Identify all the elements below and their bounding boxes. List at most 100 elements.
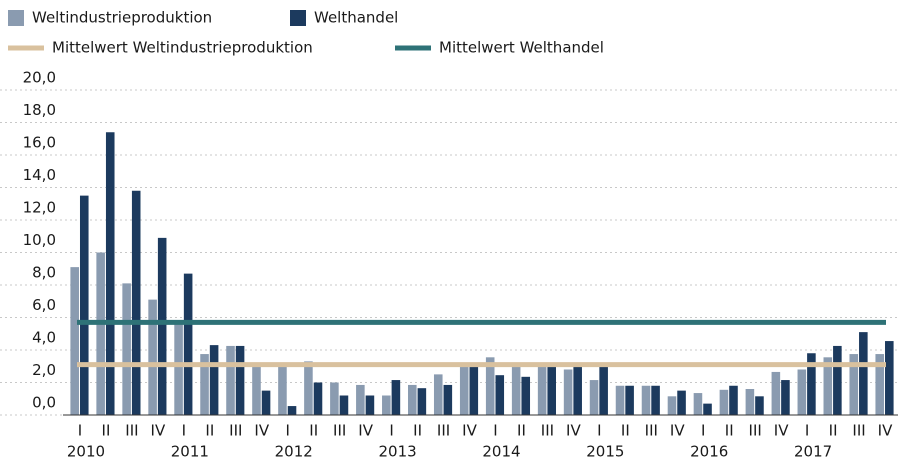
bar bbox=[521, 376, 531, 415]
bar bbox=[745, 389, 755, 415]
bar bbox=[79, 195, 89, 415]
bar bbox=[105, 132, 115, 415]
y-tick-label: 20,0 bbox=[23, 69, 56, 87]
bar bbox=[703, 403, 712, 415]
bar bbox=[563, 369, 573, 415]
x-tick-label: II bbox=[829, 422, 838, 440]
bar bbox=[443, 384, 453, 415]
x-tick-label: IV bbox=[878, 422, 893, 440]
y-tick-label: 14,0 bbox=[23, 166, 56, 184]
x-tick-label: IV bbox=[254, 422, 269, 440]
bar bbox=[859, 332, 868, 415]
bar bbox=[252, 366, 261, 415]
bar bbox=[131, 190, 141, 415]
bar bbox=[96, 252, 105, 415]
x-tick-label: IV bbox=[566, 422, 581, 440]
bar bbox=[573, 366, 582, 415]
x-tick-label: I bbox=[597, 422, 601, 440]
legend-label: Mittelwert Weltindustrieproduktion bbox=[52, 39, 313, 57]
bar bbox=[641, 385, 651, 415]
bar bbox=[157, 237, 167, 415]
x-tick-label: I bbox=[805, 422, 809, 440]
x-tick-label: I bbox=[78, 422, 82, 440]
x-tick-label: II bbox=[205, 422, 214, 440]
bar bbox=[330, 382, 339, 415]
bar bbox=[495, 375, 505, 415]
y-tick-label: 4,0 bbox=[32, 329, 56, 347]
bar bbox=[226, 345, 235, 415]
bar bbox=[537, 366, 547, 415]
bar bbox=[547, 366, 556, 415]
bar bbox=[122, 283, 131, 415]
x-tick-label: II bbox=[309, 422, 318, 440]
x-tick-label: III bbox=[229, 422, 242, 440]
y-tick-label: 10,0 bbox=[23, 231, 56, 249]
bar bbox=[200, 354, 209, 415]
y-tick-label: 8,0 bbox=[32, 264, 56, 282]
x-tick-label: I bbox=[182, 422, 186, 440]
bar bbox=[755, 396, 764, 415]
year-label: 2012 bbox=[275, 443, 313, 461]
bar bbox=[807, 353, 816, 415]
y-tick-label: 6,0 bbox=[32, 296, 56, 314]
x-tick-label: IV bbox=[358, 422, 373, 440]
legend-label: Weltindustrieproduktion bbox=[32, 9, 212, 27]
bar bbox=[729, 385, 738, 415]
bar bbox=[339, 395, 349, 415]
x-tick-label: III bbox=[437, 422, 450, 440]
bar bbox=[615, 385, 625, 415]
bar bbox=[356, 384, 365, 415]
bar bbox=[235, 345, 245, 415]
bar bbox=[408, 384, 417, 415]
bar bbox=[771, 371, 781, 415]
x-tick-label: I bbox=[493, 422, 497, 440]
year-label: 2017 bbox=[794, 443, 832, 461]
x-tick-label: II bbox=[621, 422, 630, 440]
bar bbox=[797, 369, 807, 415]
bar bbox=[459, 366, 469, 415]
x-tick-label: IV bbox=[151, 422, 166, 440]
bar bbox=[304, 361, 313, 415]
year-label: 2015 bbox=[586, 443, 624, 461]
x-tick-label: I bbox=[389, 422, 393, 440]
x-tick-label: II bbox=[725, 422, 734, 440]
bar bbox=[485, 357, 495, 415]
year-label: 2011 bbox=[171, 443, 209, 461]
bar bbox=[589, 380, 599, 415]
x-tick-label: III bbox=[333, 422, 346, 440]
x-tick-label: III bbox=[125, 422, 138, 440]
y-tick-label: 18,0 bbox=[23, 101, 56, 119]
y-tick-label: 16,0 bbox=[23, 134, 56, 152]
bar bbox=[391, 380, 401, 415]
x-tick-label: I bbox=[286, 422, 290, 440]
bar bbox=[261, 390, 271, 415]
y-tick-label: 0,0 bbox=[32, 394, 56, 412]
legend-label: Welthandel bbox=[314, 9, 398, 27]
x-tick-label: III bbox=[645, 422, 658, 440]
bar bbox=[849, 354, 859, 415]
x-tick-label: II bbox=[413, 422, 422, 440]
bar bbox=[599, 366, 608, 415]
year-label: 2010 bbox=[67, 443, 105, 461]
x-tick-label: II bbox=[517, 422, 526, 440]
bar bbox=[433, 374, 443, 415]
bar bbox=[382, 395, 391, 415]
bar bbox=[287, 406, 297, 415]
bar bbox=[417, 388, 427, 415]
bar bbox=[885, 341, 894, 415]
x-tick-label: IV bbox=[670, 422, 685, 440]
x-tick-label: IV bbox=[774, 422, 789, 440]
x-tick-label: III bbox=[749, 422, 762, 440]
bar bbox=[667, 396, 677, 415]
bar bbox=[693, 393, 703, 415]
bar bbox=[625, 385, 634, 415]
bar bbox=[719, 389, 729, 415]
legend-swatch bbox=[8, 10, 24, 26]
bar bbox=[148, 299, 157, 415]
bar bbox=[365, 395, 375, 415]
x-tick-label: III bbox=[541, 422, 554, 440]
bar bbox=[183, 273, 193, 415]
bar bbox=[174, 322, 183, 415]
bar bbox=[511, 366, 521, 415]
bar bbox=[677, 390, 686, 415]
